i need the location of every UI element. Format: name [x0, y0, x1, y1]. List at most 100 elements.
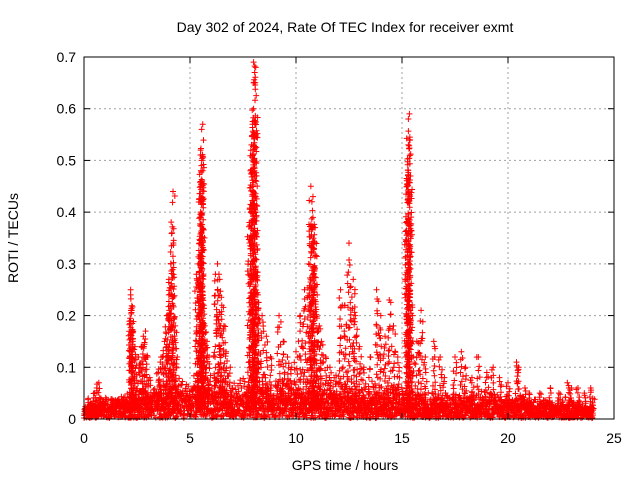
data-point [172, 345, 179, 352]
data-point [188, 407, 195, 414]
data-point [192, 306, 199, 313]
data-point [174, 401, 181, 408]
data-point [164, 374, 171, 381]
data-point [133, 377, 140, 384]
data-point [280, 338, 287, 345]
data-point [264, 363, 271, 370]
data-point [175, 391, 182, 398]
data-point [142, 335, 149, 342]
data-point [254, 183, 261, 190]
data-point [95, 389, 102, 396]
data-point [293, 348, 299, 355]
data-point [119, 400, 126, 407]
data-point [168, 270, 175, 277]
data-point [170, 369, 177, 376]
data-point [132, 365, 139, 372]
data-point [198, 317, 205, 324]
data-point [197, 145, 204, 152]
data-point [199, 288, 206, 295]
data-point [112, 411, 119, 418]
data-point [211, 301, 218, 308]
data-point [174, 405, 181, 412]
data-point [102, 400, 109, 407]
data-point [173, 395, 180, 402]
data-point [153, 389, 160, 396]
data-point [324, 386, 331, 393]
data-point [320, 390, 327, 397]
data-point [241, 409, 248, 416]
data-point [147, 377, 154, 384]
data-point [130, 355, 137, 362]
data-point [143, 361, 150, 368]
data-point [128, 348, 135, 355]
data-point [168, 219, 175, 226]
data-point [240, 375, 247, 382]
data-point [171, 283, 178, 290]
data-point [135, 391, 142, 398]
data-point [171, 314, 178, 321]
data-point [165, 298, 172, 305]
data-point [170, 319, 177, 326]
data-point [169, 347, 176, 354]
grid-lines [84, 57, 614, 419]
data-point [309, 207, 316, 214]
data-point [126, 336, 133, 343]
data-point [307, 183, 314, 190]
data-point [305, 260, 312, 267]
data-point [309, 193, 316, 200]
data-point [128, 307, 135, 314]
data-point [126, 348, 133, 355]
data-point [126, 321, 133, 328]
data-point [211, 277, 218, 284]
data-point [200, 161, 207, 168]
data-point [250, 59, 257, 66]
data-point [147, 382, 154, 389]
data-point [169, 384, 176, 391]
data-point [171, 337, 178, 344]
data-point [214, 411, 221, 418]
data-point [277, 318, 284, 325]
data-point [127, 317, 134, 324]
chart-title: Day 302 of 2024, Rate Of TEC Index for r… [177, 19, 514, 35]
data-point [96, 405, 103, 412]
data-point [224, 358, 231, 365]
data-point [167, 365, 174, 372]
data-point [309, 214, 316, 221]
data-point [129, 304, 136, 311]
data-point [249, 107, 256, 114]
data-point [165, 276, 172, 283]
data-point [170, 302, 177, 309]
data-point [250, 105, 257, 112]
data-point [481, 396, 488, 403]
data-point [253, 92, 260, 99]
data-point [196, 236, 203, 243]
data-point [170, 188, 177, 195]
data-point [150, 386, 157, 393]
data-point [161, 364, 168, 371]
data-point [127, 286, 134, 293]
data-point [214, 297, 221, 304]
data-point [173, 329, 180, 336]
data-point [170, 293, 177, 300]
data-point [308, 198, 315, 205]
data-point [127, 324, 134, 331]
data-point [170, 286, 177, 293]
data-point [171, 274, 178, 281]
data-point [297, 328, 304, 335]
data-point [167, 249, 174, 256]
data-point [146, 374, 153, 381]
data-point [173, 413, 180, 420]
data-point [307, 254, 314, 261]
data-point [170, 225, 177, 232]
data-point [169, 374, 176, 381]
data-point [197, 352, 204, 359]
data-point [171, 192, 178, 199]
data-point [282, 360, 289, 367]
data-point [172, 383, 179, 390]
data-point [251, 79, 258, 86]
data-point [156, 381, 163, 388]
data-point [168, 280, 175, 287]
data-point [140, 343, 147, 350]
data-point [142, 387, 149, 394]
data-point [241, 378, 248, 385]
